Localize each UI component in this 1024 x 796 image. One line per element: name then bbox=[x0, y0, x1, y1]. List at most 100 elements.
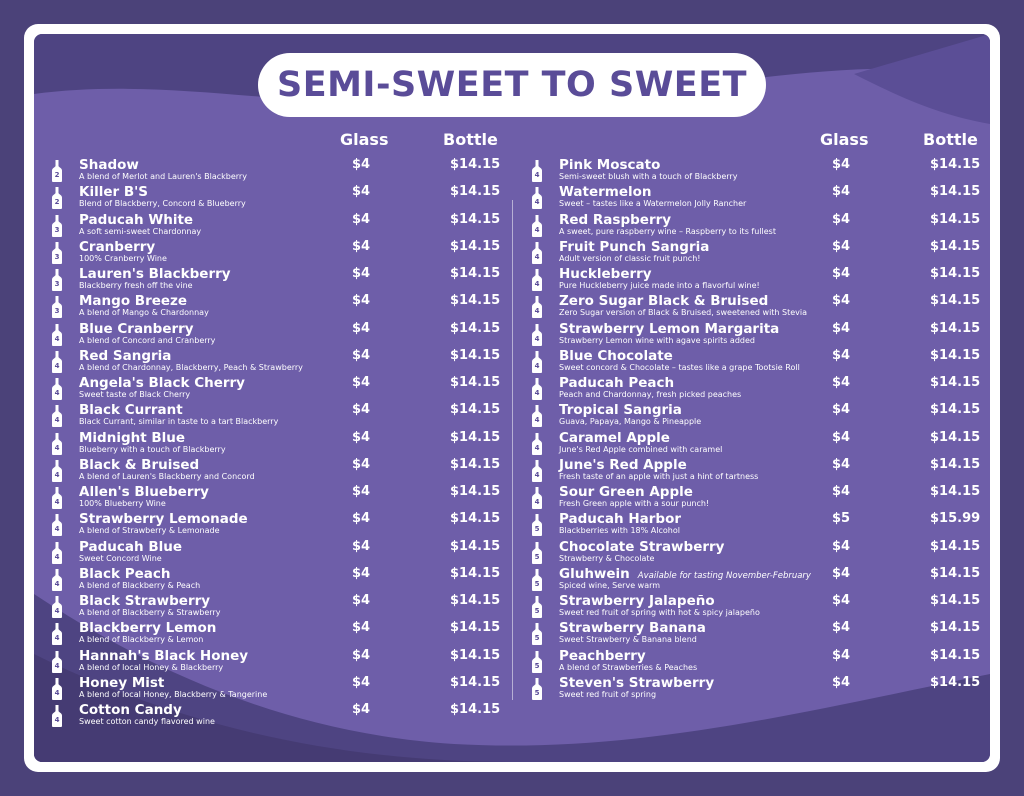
bottle-price: $14.15 bbox=[930, 211, 981, 227]
bottle-price: $14.15 bbox=[930, 347, 981, 363]
bottle-price: $14.15 bbox=[930, 293, 981, 309]
sweetness-number: 5 bbox=[534, 634, 540, 643]
wine-item: 4 Sour Green Apple Fresh Green apple wit… bbox=[532, 484, 982, 511]
wine-item: 4 Black Peach A blend of Blackberry & Pe… bbox=[52, 566, 502, 593]
wine-description: A blend of Mango & Chardonnay bbox=[79, 308, 209, 318]
bottle-icon: 4 bbox=[52, 487, 62, 509]
glass-price: $4 bbox=[352, 620, 371, 636]
glass-price: $4 bbox=[352, 674, 371, 690]
glass-price: $4 bbox=[832, 674, 851, 690]
wine-name: Paducah Blue bbox=[79, 539, 182, 555]
wine-name: Midnight Blue bbox=[79, 430, 185, 446]
sweetness-number: 5 bbox=[534, 552, 540, 561]
bottle-price: $14.15 bbox=[930, 320, 981, 336]
wine-name-text: Killer B'S bbox=[79, 184, 149, 201]
wine-description: Strawberry & Chocolate bbox=[559, 553, 655, 563]
wine-item: 4 Hannah's Black Honey A blend of local … bbox=[52, 648, 502, 675]
bottle-price: $14.15 bbox=[930, 647, 981, 663]
glass-price: $4 bbox=[832, 211, 851, 227]
bottle-icon: 4 bbox=[52, 650, 62, 673]
glass-price: $4 bbox=[832, 157, 851, 172]
wine-name-text: Blue Chocolate bbox=[559, 347, 673, 364]
wine-item: 4 Red Raspberry A sweet, pure raspberry … bbox=[532, 212, 982, 239]
wine-item: 4 Blue Chocolate Sweet concord & Chocola… bbox=[532, 348, 982, 375]
bottle-price: $14.15 bbox=[930, 429, 981, 445]
glass-price: $4 bbox=[832, 266, 851, 281]
glass-price: $4 bbox=[832, 647, 851, 663]
wine-item: 4 Paducah Peach Peach and Chardonnay, fr… bbox=[532, 375, 982, 402]
right-bottle-header: Bottle bbox=[923, 130, 978, 149]
sweetness-number: 4 bbox=[54, 498, 60, 506]
wine-item: 5 Steven's Strawberry Sweet red fruit of… bbox=[532, 675, 982, 702]
bottle-icon: 4 bbox=[532, 350, 542, 373]
wine-description: Strawberry Lemon wine with agave spirits… bbox=[559, 335, 755, 345]
wine-name: Blackberry Lemon bbox=[79, 620, 216, 636]
wine-description: A blend of Lauren's Blackberry and Conco… bbox=[79, 471, 255, 481]
bottle-price: $14.15 bbox=[450, 157, 501, 172]
wine-description: Fresh taste of an apple with just a hint… bbox=[559, 471, 759, 481]
sweetness-number: 4 bbox=[54, 634, 60, 643]
bottle-price: $14.15 bbox=[450, 429, 501, 445]
bottle-price: $14.15 bbox=[930, 402, 981, 418]
bottle-price: $14.15 bbox=[930, 538, 981, 554]
wine-name: Gluhwein Available for tasting November-F… bbox=[559, 566, 811, 584]
bottle-icon: 3 bbox=[52, 296, 62, 319]
wine-name: Paducah Peach bbox=[559, 375, 674, 391]
bottle-icon: 4 bbox=[532, 405, 542, 428]
glass-price: $4 bbox=[832, 593, 851, 608]
sweetness-number: 4 bbox=[54, 389, 60, 397]
wine-item: 5 Chocolate Strawberry Strawberry & Choc… bbox=[532, 539, 982, 566]
bottle-price: $14.15 bbox=[450, 456, 501, 472]
bottle-icon: 4 bbox=[532, 214, 542, 237]
wine-item: 4 Strawberry Lemonade A blend of Strawbe… bbox=[52, 511, 502, 538]
wine-item: 2 Killer B'S Blend of Blackberry, Concor… bbox=[52, 184, 502, 211]
wine-name: Tropical Sangria bbox=[559, 402, 682, 418]
bottle-icon: 5 bbox=[532, 541, 542, 564]
wine-description: Sweet cotton candy flavored wine bbox=[79, 717, 215, 726]
bottle-icon: 5 bbox=[532, 568, 542, 591]
wine-item: 4 Strawberry Lemon Margarita Strawberry … bbox=[532, 321, 982, 348]
wine-item: 4 Cotton Candy Sweet cotton candy flavor… bbox=[52, 702, 502, 729]
wine-name: Blue Chocolate bbox=[559, 348, 673, 364]
wine-item: 4 Pink Moscato Semi-sweet blush with a t… bbox=[532, 157, 982, 184]
sweetness-number: 3 bbox=[54, 280, 60, 288]
wine-name: Black Currant bbox=[79, 402, 183, 418]
wine-description: A blend of Merlot and Lauren's Blackberr… bbox=[79, 172, 247, 181]
wine-name-text: Strawberry Jalapeño bbox=[559, 593, 715, 609]
glass-price: $4 bbox=[352, 293, 371, 309]
column-divider bbox=[512, 200, 513, 700]
wine-item: 4 June's Red Apple Fresh taste of an app… bbox=[532, 457, 982, 484]
wine-name-text: Paducah White bbox=[79, 211, 194, 228]
bottle-price: $14.15 bbox=[450, 593, 501, 608]
bottle-icon: 4 bbox=[52, 514, 62, 537]
wine-name-text: Red Raspberry bbox=[559, 211, 672, 228]
wine-name: Caramel Apple bbox=[559, 430, 670, 446]
glass-price: $4 bbox=[352, 238, 371, 254]
bottle-icon: 5 bbox=[532, 623, 542, 646]
wine-name-text: Gluhwein bbox=[559, 565, 630, 582]
bottle-icon: 4 bbox=[52, 432, 62, 455]
wine-name-text: Midnight Blue bbox=[79, 429, 186, 446]
sweetness-number: 4 bbox=[54, 525, 60, 534]
glass-price: $4 bbox=[832, 238, 851, 254]
wine-name: Black Peach bbox=[79, 566, 170, 582]
sweetness-number: 5 bbox=[534, 688, 540, 697]
bottle-price: $14.15 bbox=[930, 674, 981, 690]
bottle-icon: 4 bbox=[532, 160, 542, 182]
wine-description: Black Currant, similar in taste to a tar… bbox=[79, 417, 279, 427]
glass-price: $4 bbox=[352, 484, 371, 499]
left-bottle-header: Bottle bbox=[443, 130, 498, 149]
wine-name-text: Mango Breeze bbox=[79, 293, 188, 310]
wine-description: Guava, Papaya, Mango & Pineapple bbox=[559, 417, 702, 427]
sweetness-number: 4 bbox=[54, 716, 60, 724]
wine-item: 3 Mango Breeze A blend of Mango & Chardo… bbox=[52, 293, 502, 320]
bottle-icon: 4 bbox=[532, 487, 542, 509]
sweetness-number: 3 bbox=[54, 307, 60, 316]
bottle-price: $14.15 bbox=[930, 456, 981, 472]
wine-description: A blend of Strawberry & Lemonade bbox=[79, 526, 220, 536]
glass-price: $4 bbox=[832, 484, 851, 499]
title-pill: SEMI-SWEET TO SWEET bbox=[258, 53, 766, 117]
wine-name-text: Angela's Black Cherry bbox=[79, 375, 245, 391]
sweetness-number: 4 bbox=[54, 661, 60, 670]
sweetness-number: 4 bbox=[54, 470, 60, 479]
